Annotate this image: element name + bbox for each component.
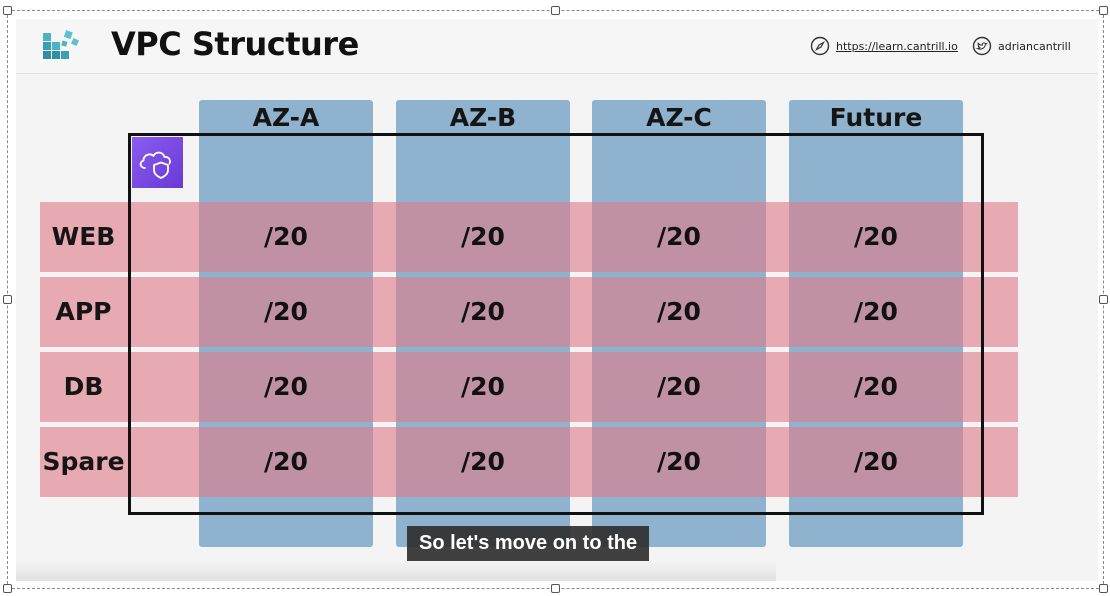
twitter-link[interactable]: adriancantrill [972,36,1071,56]
aws-stack-logo-icon [43,30,79,59]
twitter-bird-icon [972,36,992,56]
tier-row-db [40,352,1018,422]
site-link[interactable]: https://learn.cantrill.io [810,36,958,56]
tier-row-spare [40,427,1018,497]
bottom-shade [16,561,776,581]
video-caption: So let's move on to the [407,526,650,561]
subnet-cell: /20 [264,297,308,326]
resize-handle-top-center[interactable] [551,6,560,15]
subnet-cell: /20 [657,447,701,476]
subnet-cell: /20 [854,297,898,326]
resize-handle-middle-left[interactable] [3,295,12,304]
twitter-handle[interactable]: adriancantrill [998,39,1071,53]
subnet-cell: /20 [657,297,701,326]
resize-handle-bottom-left[interactable] [3,584,12,593]
slide-header: VPC Structure https://learn.cantrill.io … [16,19,1098,74]
subnet-cell: /20 [264,372,308,401]
site-link-text[interactable]: https://learn.cantrill.io [836,39,958,53]
resize-handle-top-left[interactable] [3,6,12,15]
tier-row-web [40,202,1018,272]
tier-label-db: DB [63,372,104,401]
tier-row-app [40,277,1018,347]
resize-handle-middle-right[interactable] [1099,295,1108,304]
resize-handle-bottom-center[interactable] [551,584,560,593]
resize-handle-bottom-right[interactable] [1099,584,1108,593]
az-label-b: AZ-B [449,103,517,132]
slide-canvas: VPC Structure https://learn.cantrill.io … [16,19,1098,581]
subnet-cell: /20 [461,297,505,326]
tier-label-web: WEB [51,222,116,251]
vpc-cloud-shield-icon [132,137,183,188]
subnet-cell: /20 [854,372,898,401]
subnet-cell: /20 [854,447,898,476]
subnet-cell: /20 [657,372,701,401]
compass-icon [810,36,830,56]
slide-title: VPC Structure [111,25,359,63]
subnet-cell: /20 [854,222,898,251]
subnet-cell: /20 [657,222,701,251]
subnet-cell: /20 [264,447,308,476]
subnet-cell: /20 [264,222,308,251]
tier-label-spare: Spare [42,447,125,476]
az-label-a: AZ-A [252,103,320,132]
az-label-c: AZ-C [646,103,712,132]
subnet-cell: /20 [461,372,505,401]
az-label-future: Future [829,103,923,132]
tier-label-app: APP [55,297,112,326]
subnet-cell: /20 [461,222,505,251]
subnet-cell: /20 [461,447,505,476]
vpc-boundary [128,133,984,515]
resize-handle-top-right[interactable] [1099,6,1108,15]
